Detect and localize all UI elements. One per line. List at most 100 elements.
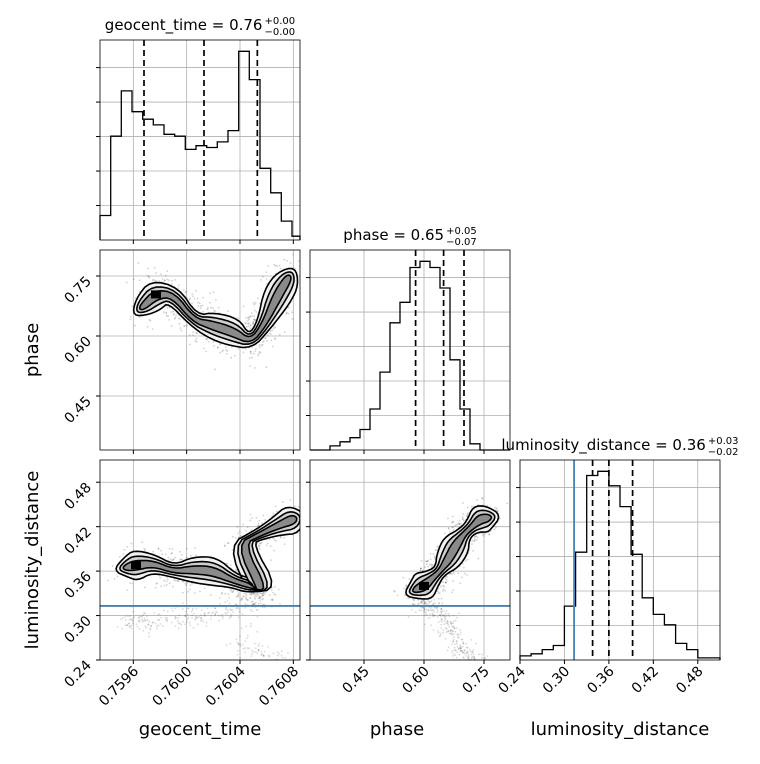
sample-point bbox=[452, 620, 455, 623]
sample-point bbox=[212, 307, 215, 309]
sample-point bbox=[138, 279, 141, 282]
sample-point bbox=[245, 625, 247, 628]
sample-point bbox=[257, 544, 260, 547]
sample-point bbox=[214, 607, 217, 610]
sample-point bbox=[195, 607, 198, 610]
sample-point bbox=[247, 316, 249, 319]
sample-point bbox=[215, 299, 217, 301]
sample-point bbox=[193, 592, 196, 594]
sample-point bbox=[432, 602, 435, 605]
sample-point bbox=[191, 617, 194, 619]
sample-point bbox=[436, 615, 439, 618]
sample-point bbox=[227, 310, 229, 313]
sample-point bbox=[141, 618, 143, 621]
sample-point bbox=[266, 666, 268, 668]
sample-point bbox=[429, 607, 432, 610]
sample-point bbox=[259, 542, 261, 545]
sample-point bbox=[204, 614, 207, 617]
sample-point bbox=[187, 607, 190, 610]
sample-point bbox=[452, 521, 455, 523]
sample-point bbox=[442, 584, 445, 587]
sample-point bbox=[257, 602, 260, 605]
sample-point bbox=[252, 352, 255, 355]
sample-point bbox=[432, 615, 434, 618]
sample-point bbox=[477, 557, 480, 560]
sample-point bbox=[235, 638, 238, 641]
sample-point bbox=[275, 510, 278, 513]
sample-point bbox=[420, 601, 423, 603]
sample-point bbox=[272, 591, 274, 594]
sample-point bbox=[423, 608, 426, 611]
sample-point bbox=[271, 599, 274, 602]
reference-lines bbox=[100, 40, 634, 660]
sample-point bbox=[443, 623, 445, 626]
sample-point bbox=[232, 590, 234, 593]
sample-point bbox=[144, 619, 147, 622]
sample-point bbox=[155, 625, 158, 628]
sample-point bbox=[254, 367, 256, 369]
sample-point bbox=[258, 643, 260, 645]
sample-point bbox=[145, 626, 148, 629]
sample-point bbox=[165, 312, 168, 315]
panel-frame-luminosity_distance-geocent_time bbox=[99, 459, 301, 661]
sample-point bbox=[168, 319, 171, 321]
sample-point bbox=[250, 312, 253, 315]
sample-point bbox=[190, 610, 193, 613]
sample-point bbox=[255, 609, 258, 611]
sample-point bbox=[414, 611, 417, 613]
sample-point bbox=[230, 609, 232, 612]
sample-point bbox=[462, 518, 464, 521]
sample-point bbox=[446, 620, 449, 623]
sample-point bbox=[274, 264, 277, 267]
sample-point bbox=[285, 312, 288, 315]
sample-point bbox=[174, 279, 177, 281]
sample-point bbox=[440, 608, 442, 610]
sample-point bbox=[207, 612, 210, 615]
sample-point bbox=[166, 618, 168, 621]
sample-point bbox=[239, 656, 242, 659]
sample-point bbox=[279, 535, 282, 538]
x-tick-label-phase: 0.60 bbox=[399, 664, 432, 697]
sample-point bbox=[461, 651, 464, 653]
sample-point bbox=[188, 621, 191, 624]
sample-point bbox=[244, 603, 247, 605]
sample-point bbox=[254, 348, 257, 350]
sample-point bbox=[421, 602, 423, 605]
sample-point bbox=[172, 559, 175, 561]
sample-point bbox=[498, 517, 501, 520]
y-tick-label-phase: 0.60 bbox=[61, 334, 94, 367]
sample-point bbox=[179, 318, 182, 320]
sample-point bbox=[473, 537, 476, 540]
sample-point bbox=[260, 592, 263, 595]
sample-point bbox=[467, 656, 470, 659]
sample-point bbox=[443, 585, 446, 588]
sample-point bbox=[451, 650, 453, 653]
sample-point bbox=[396, 594, 399, 597]
sample-point bbox=[260, 592, 263, 595]
sample-point bbox=[445, 579, 448, 581]
sample-point bbox=[482, 535, 485, 537]
sample-point bbox=[476, 536, 479, 539]
sample-point bbox=[264, 666, 266, 668]
sample-point bbox=[257, 297, 259, 300]
sample-point bbox=[254, 647, 257, 649]
sample-point bbox=[458, 522, 461, 525]
title-minus-phase: −0.07 bbox=[446, 237, 477, 248]
density-peak bbox=[131, 561, 141, 570]
sample-point bbox=[189, 554, 192, 557]
sample-point bbox=[423, 607, 426, 609]
sample-point bbox=[159, 623, 162, 625]
sample-point bbox=[454, 654, 457, 657]
joint-panel-phase_vs_geocent_time bbox=[125, 253, 300, 371]
sample-point bbox=[250, 352, 252, 355]
sample-point bbox=[283, 258, 286, 261]
sample-point bbox=[269, 333, 272, 335]
sample-point bbox=[425, 608, 428, 611]
sample-point bbox=[264, 519, 267, 521]
sample-point bbox=[462, 502, 464, 504]
sample-point bbox=[229, 564, 232, 566]
sample-point bbox=[225, 352, 228, 355]
sample-point bbox=[249, 325, 252, 327]
sample-point bbox=[459, 522, 462, 525]
sample-point bbox=[225, 644, 228, 647]
